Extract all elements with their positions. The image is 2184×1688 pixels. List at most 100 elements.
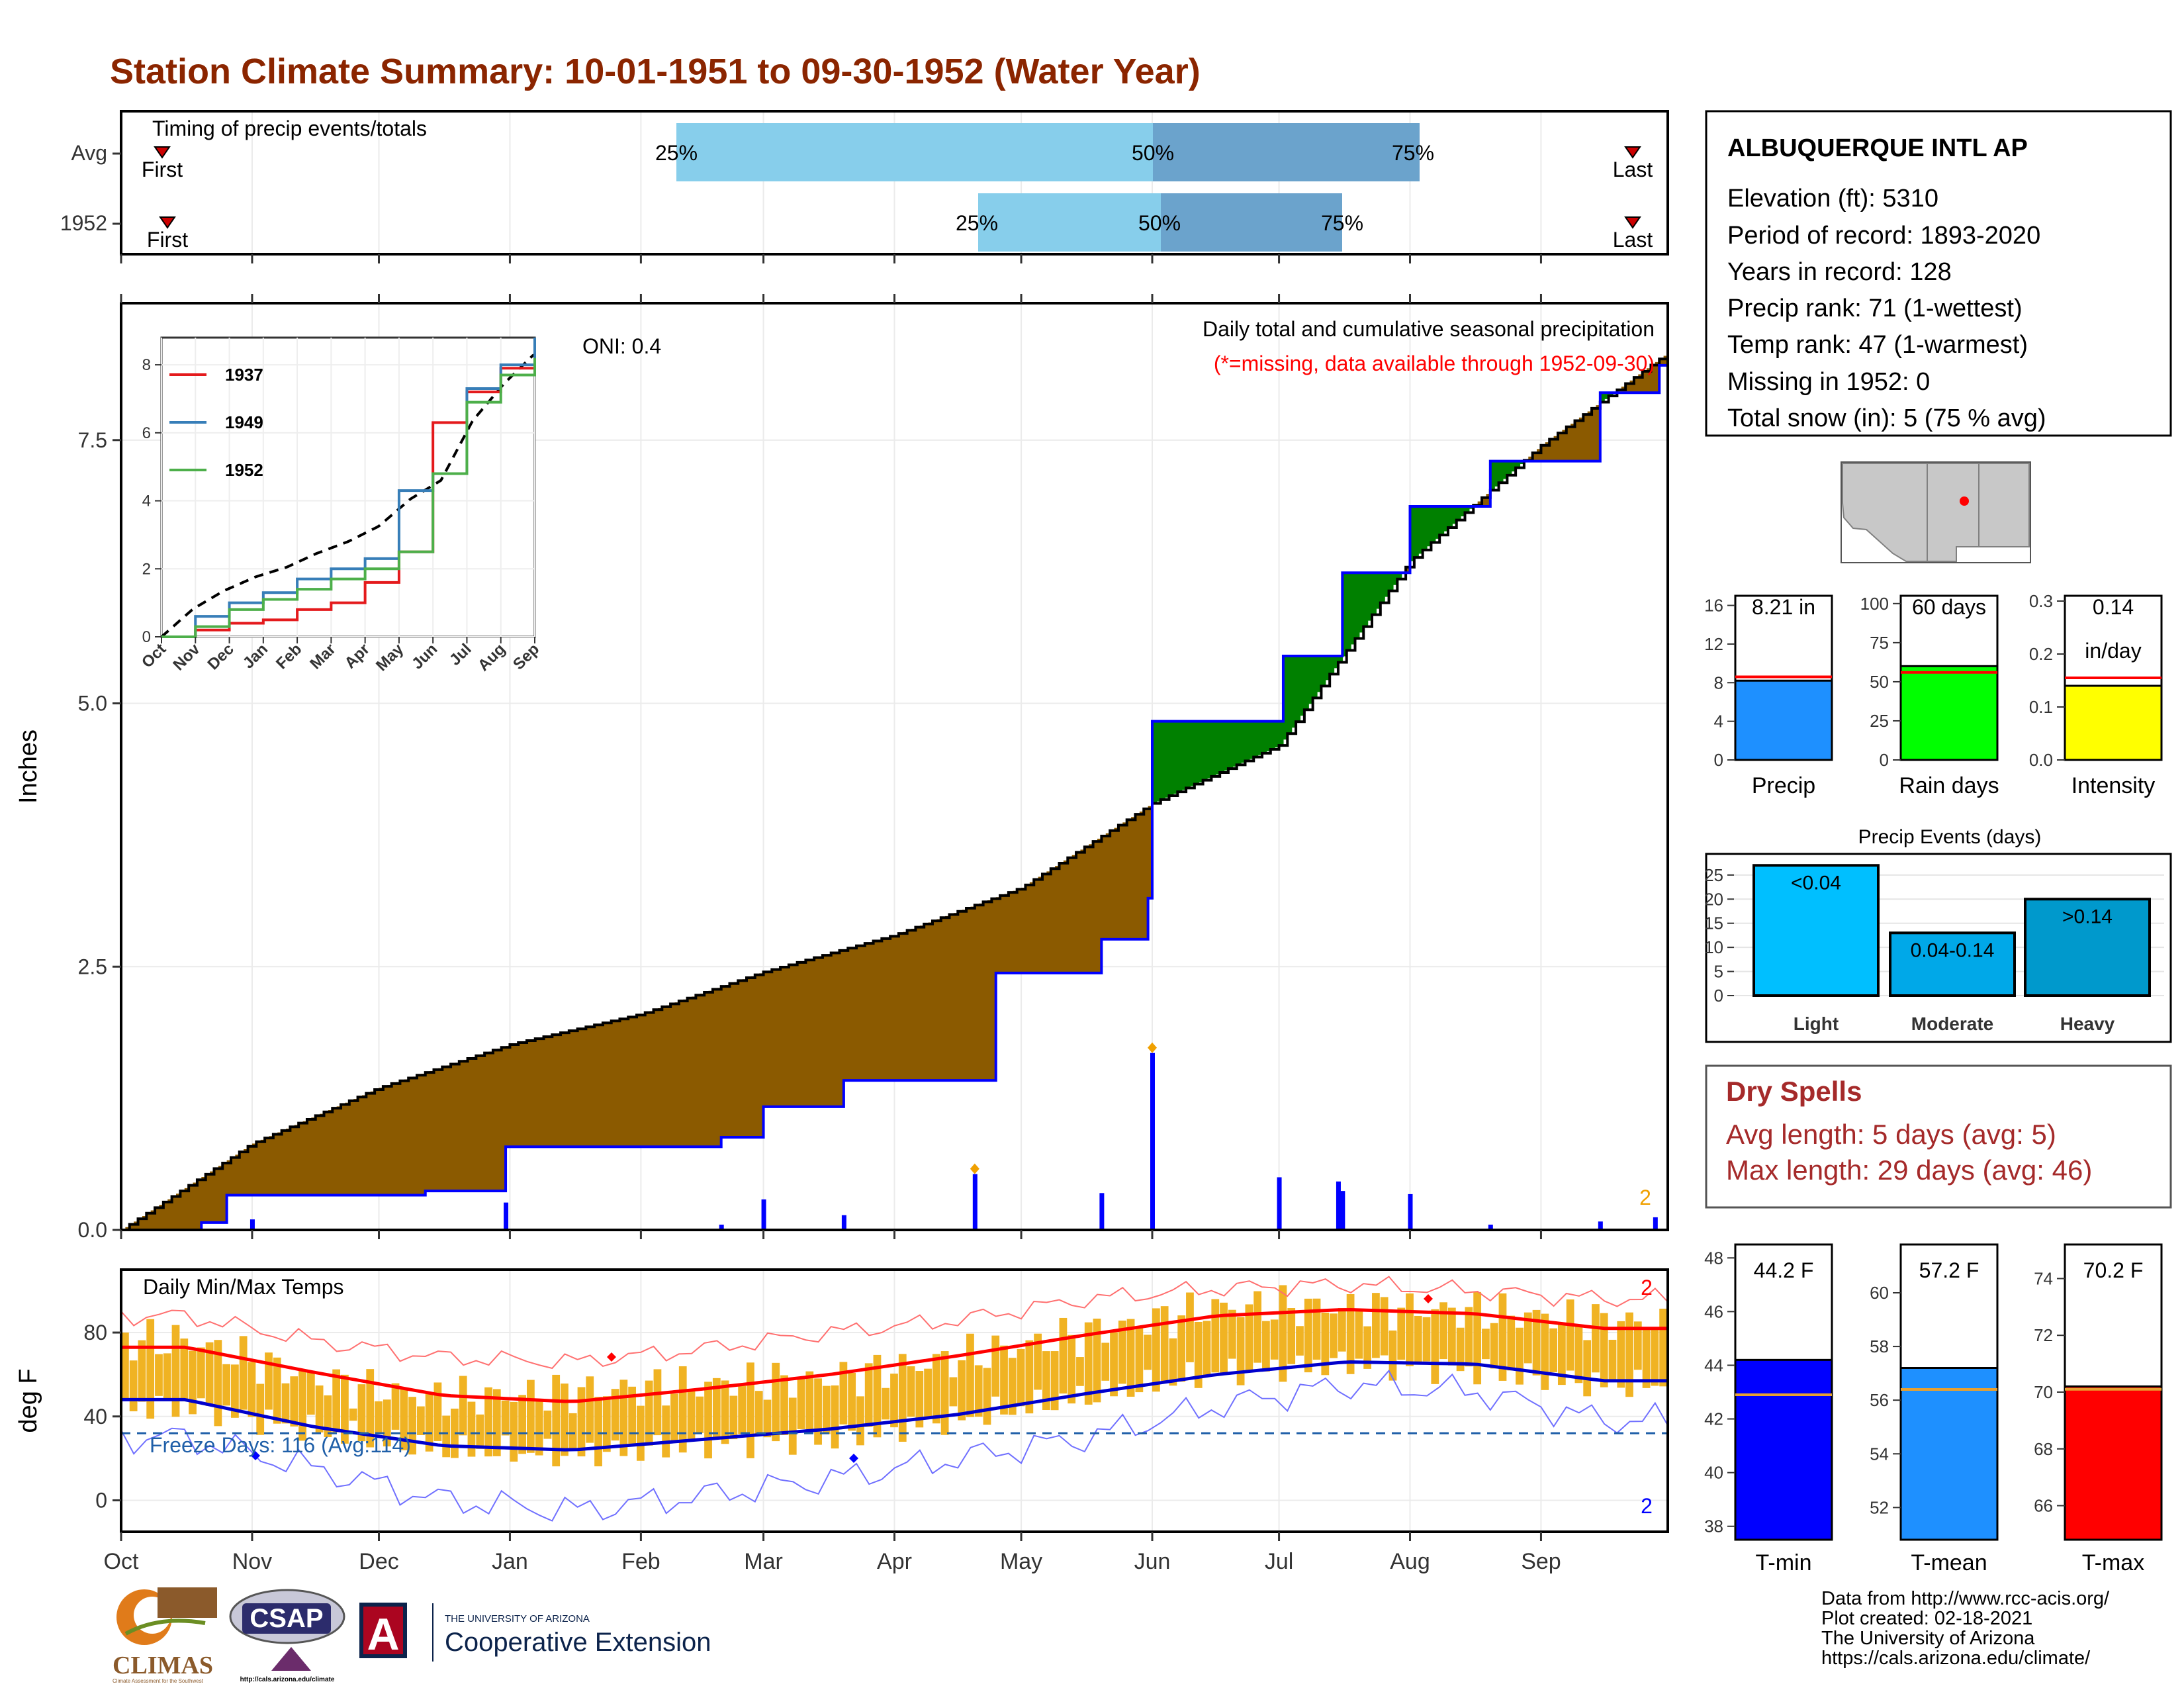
temp-range-bar [747,1362,754,1458]
temp-range-bar [1372,1293,1380,1358]
inset-ytick-label: 2 [142,560,151,578]
temp-bar-tick-label: 40 [1704,1463,1723,1483]
temp-range-bar [1625,1312,1633,1397]
temp-range-bar [856,1396,864,1446]
temp-range-bar [425,1392,433,1452]
temp-range-bar [949,1377,958,1407]
temp-range-bar [1144,1335,1152,1370]
csap-url: http://cals.arizona.edu/climate [240,1676,335,1683]
station-line-snow: Total snow (in): 5 (75 % avg) [1727,404,2046,432]
inset-ytick-label: 6 [142,424,151,442]
temp-range-bar [1490,1323,1498,1369]
temp-range-bar [864,1363,873,1427]
temp-range-bar [1482,1329,1490,1360]
daily-precip-bar [250,1219,255,1230]
temp-range-bar [442,1415,451,1458]
year-cumulative-line [121,363,1668,1231]
month-label: Aug [1390,1549,1430,1574]
temp-range-bar [738,1385,747,1434]
temp-range-bar [408,1397,416,1455]
temp-bar-tick-label: 38 [1704,1517,1723,1536]
footer-line-1: Data from http://www.rcc-acis.org/ [1821,1588,2110,1609]
temp-range-bar [1456,1327,1465,1372]
precip-caption: Daily total and cumulative seasonal prec… [1203,317,1655,341]
temp-range-bar [1592,1304,1600,1373]
temp-range-bar [1651,1329,1659,1386]
mini-bar-value-unit: in/day [2085,639,2141,663]
temp-range-bar [1465,1307,1473,1367]
inset-legend: 1937 1949 1952 [169,365,263,480]
location-map [1841,461,2031,563]
daily-precip-bar [1488,1225,1493,1230]
record-high-marker-2 [1424,1294,1433,1303]
temp-range-bar [780,1375,788,1435]
temp-range-bar [1532,1309,1541,1376]
temp-range-bar [526,1380,535,1453]
temp-range-bar [958,1360,966,1421]
temp-range-bar [1118,1320,1126,1384]
temp-range-bar [1177,1315,1186,1382]
temp-range-bar [239,1336,248,1410]
month-label: May [1000,1549,1042,1574]
temp-range-bar [1330,1313,1338,1358]
events-bar [1889,931,2016,998]
avg-bar-first-half [676,123,1153,181]
daily-precip-bar [1598,1221,1603,1230]
temp-range-bar [1160,1306,1169,1382]
temp-range-bar [400,1389,408,1450]
temp-range-bar [577,1387,586,1457]
temp-range-bar [375,1401,383,1434]
y1952-bar-first-half [978,193,1161,252]
temp-bar-tick-label: 42 [1704,1409,1723,1429]
temp-range-bar [848,1372,856,1431]
footer: Data from http://www.rcc-acis.org/ Plot … [1821,1588,2110,1669]
month-label: Jun [1134,1549,1171,1574]
mini-bar-tick-label: 0.1 [2029,697,2053,717]
events-tick-label: 10 [1704,937,1723,957]
temp-range-bar [129,1360,138,1411]
temp-range-bar [298,1370,306,1441]
temp-range-bar [1025,1340,1034,1414]
temp-bar-tick-label: 48 [1704,1248,1723,1268]
temp-range-bar [797,1378,805,1429]
y1952-first-label: First [147,228,188,252]
temp-range-bar [543,1410,552,1439]
temp-range-bar [1203,1321,1211,1376]
daily-precip-bar [1340,1191,1345,1230]
month-label: Dec [359,1549,398,1574]
temp-range-bar [273,1357,281,1424]
record-low-marker-2 [849,1454,858,1463]
page-title: Station Climate Summary: 10-01-1951 to 0… [110,52,1201,91]
station-line-precip-rank: Precip rank: 71 (1-wettest) [1727,295,2023,322]
temp-range-bar [712,1378,721,1440]
dry-title: Dry Spells [1726,1076,1862,1107]
temp-range-bar [1516,1327,1524,1385]
events-bar [2024,898,2151,998]
ua-block [359,1603,407,1658]
precip-summary-bars: 0 4 8 12 16 8.21 in Precip 0 25 50 75 100 60 days Rai… [1704,591,2163,798]
temp-range-bar [416,1406,425,1435]
daily-precip-bar [1408,1194,1413,1230]
temp-range-bar [306,1372,315,1415]
temp-bar-label: T-min [1756,1550,1812,1575]
mini-bar-value-label: 8.21 in [1752,595,1815,619]
temp-range-bar [315,1385,324,1432]
temp-range-bar [772,1362,780,1442]
ua-bottom-text: Cooperative Extension [445,1628,711,1657]
temp-range-bar [754,1391,763,1435]
temp-range-bar [248,1362,256,1417]
temp-corner-bottom: 2 [1641,1494,1653,1518]
temp-range-bar [662,1405,670,1458]
temp-range-bar [366,1369,375,1448]
temp-range-bar [1211,1299,1220,1373]
precip-ytick-label: 0.0 [78,1218,107,1242]
temp-bar-tick-label: 58 [1870,1336,1889,1356]
temp-range-bar [1135,1327,1144,1393]
avg-row-label: Avg [71,141,107,165]
inset-legend-label: 1949 [225,412,263,432]
temp-range-bar [1076,1357,1084,1386]
temp-range-bar [1363,1326,1372,1369]
temp-bar-tick-label: 60 [1870,1283,1889,1303]
temp-range-bar [991,1335,1000,1397]
